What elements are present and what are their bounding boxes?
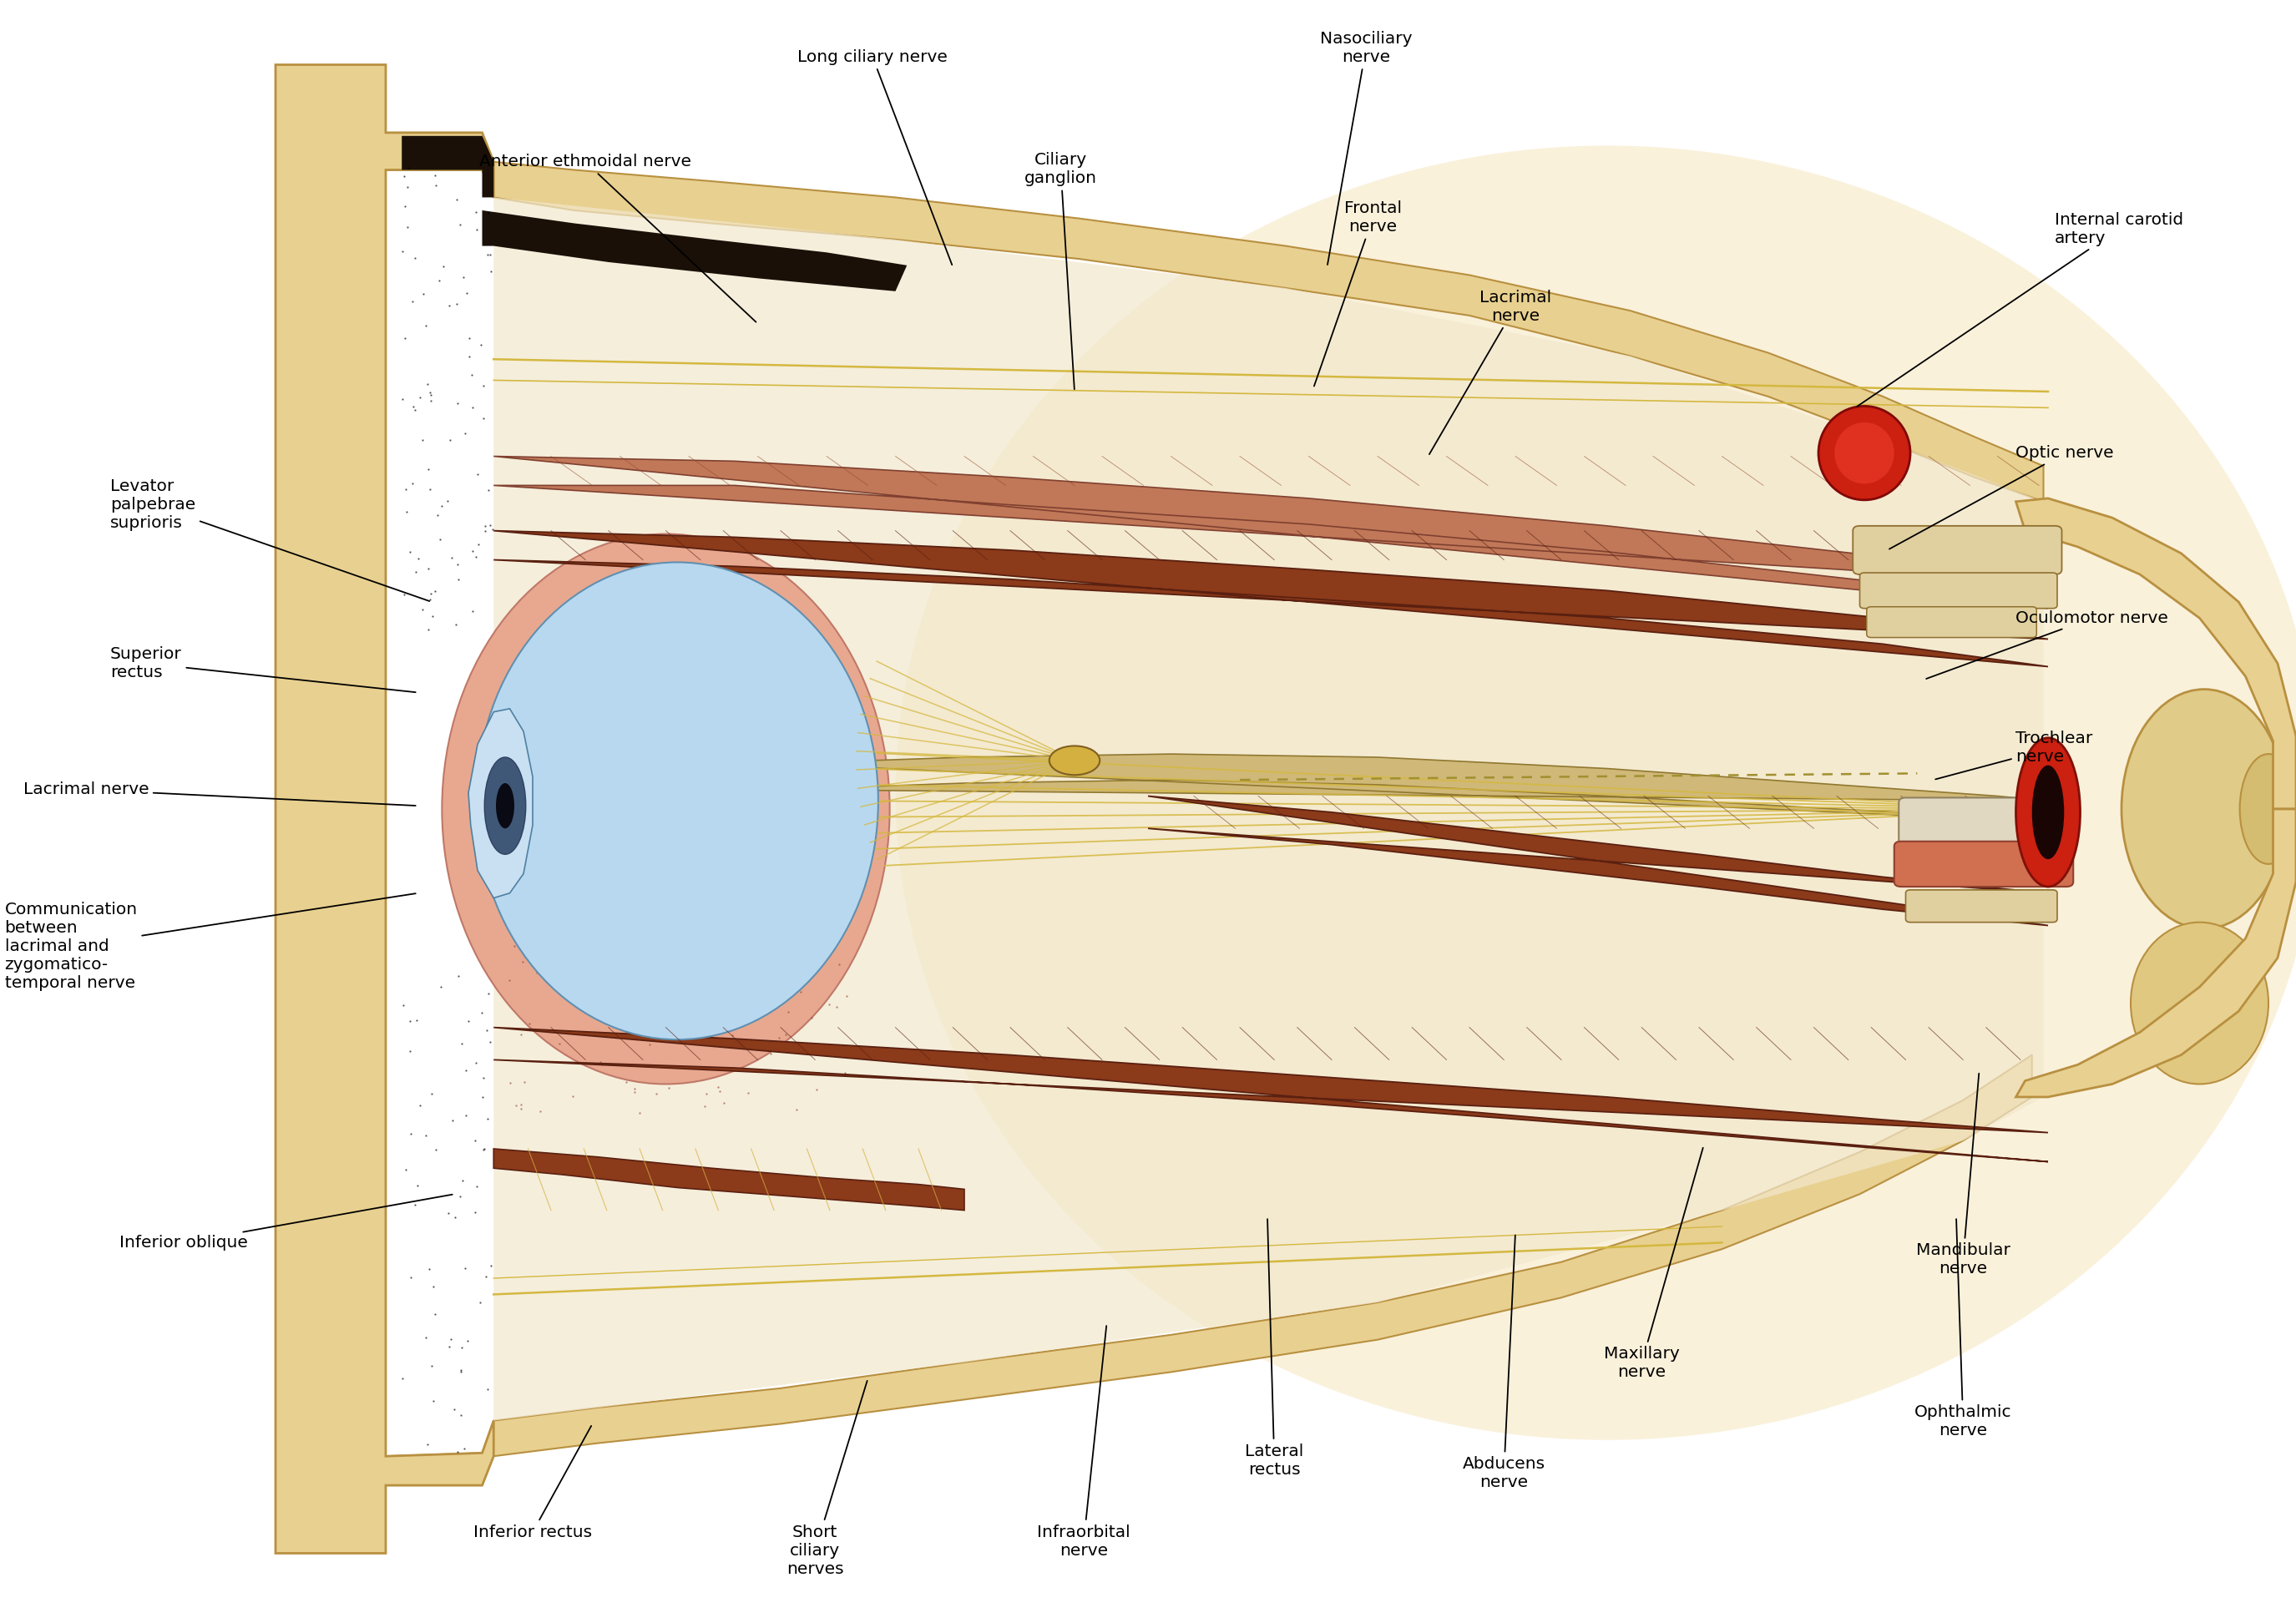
FancyBboxPatch shape (1853, 526, 2062, 574)
Ellipse shape (1049, 746, 1100, 775)
Text: Superior
rectus: Superior rectus (110, 646, 416, 693)
Text: Optic nerve: Optic nerve (1890, 445, 2115, 549)
Text: Inferior rectus: Inferior rectus (473, 1425, 592, 1540)
Polygon shape (494, 456, 2048, 608)
Text: Ciliary
ganglion: Ciliary ganglion (1024, 152, 1097, 390)
Ellipse shape (496, 783, 514, 828)
Text: Lateral
rectus: Lateral rectus (1244, 1218, 1304, 1477)
Text: Short
ciliary
nerves: Short ciliary nerves (788, 1380, 868, 1578)
Text: Levator
palpebrae
suprioris: Levator palpebrae suprioris (110, 479, 429, 602)
Polygon shape (2016, 809, 2296, 1097)
Ellipse shape (1835, 422, 1894, 484)
Text: Abducens
nerve: Abducens nerve (1463, 1235, 1545, 1490)
FancyBboxPatch shape (1899, 798, 2069, 846)
Ellipse shape (1818, 406, 1910, 500)
Polygon shape (402, 136, 907, 291)
Polygon shape (494, 531, 2048, 667)
Text: Trochlear
nerve: Trochlear nerve (1936, 730, 2094, 780)
Ellipse shape (441, 534, 889, 1084)
Text: Mandibular
nerve: Mandibular nerve (1915, 1073, 2011, 1277)
Text: Frontal
nerve: Frontal nerve (1313, 201, 1403, 387)
Ellipse shape (478, 563, 877, 1040)
Polygon shape (494, 197, 2043, 1421)
Text: Maxillary
nerve: Maxillary nerve (1603, 1147, 1704, 1380)
Ellipse shape (2131, 922, 2268, 1084)
Polygon shape (494, 1027, 2048, 1162)
FancyBboxPatch shape (1906, 890, 2057, 922)
Polygon shape (494, 1149, 964, 1210)
Text: Ophthalmic
nerve: Ophthalmic nerve (1915, 1218, 2011, 1438)
Text: Lacrimal
nerve: Lacrimal nerve (1430, 290, 1552, 455)
Text: Oculomotor nerve: Oculomotor nerve (1926, 610, 2167, 680)
Polygon shape (1148, 796, 2048, 925)
Polygon shape (386, 133, 2043, 502)
Text: Inferior oblique: Inferior oblique (119, 1194, 452, 1251)
Text: Long ciliary nerve: Long ciliary nerve (797, 49, 953, 265)
Ellipse shape (2032, 765, 2064, 859)
Polygon shape (2016, 498, 2296, 809)
Ellipse shape (484, 757, 526, 854)
FancyBboxPatch shape (1867, 607, 2037, 637)
Text: Nasociliary
nerve: Nasociliary nerve (1320, 31, 1412, 265)
Text: Infraorbital
nerve: Infraorbital nerve (1038, 1325, 1130, 1558)
Ellipse shape (895, 146, 2296, 1440)
Text: Anterior ethmoidal nerve: Anterior ethmoidal nerve (480, 154, 755, 322)
Text: Lacrimal nerve: Lacrimal nerve (23, 781, 416, 806)
Ellipse shape (2239, 754, 2296, 864)
Text: Communication
between
lacrimal and
zygomatico-
temporal nerve: Communication between lacrimal and zygom… (5, 893, 416, 992)
Polygon shape (386, 1055, 2032, 1485)
Text: Internal carotid
artery: Internal carotid artery (1857, 212, 2183, 406)
FancyBboxPatch shape (1894, 841, 2073, 887)
Polygon shape (276, 65, 494, 1553)
Polygon shape (781, 754, 2048, 822)
Ellipse shape (2122, 689, 2287, 929)
FancyBboxPatch shape (1860, 573, 2057, 608)
Polygon shape (468, 709, 533, 898)
Ellipse shape (2016, 738, 2080, 887)
